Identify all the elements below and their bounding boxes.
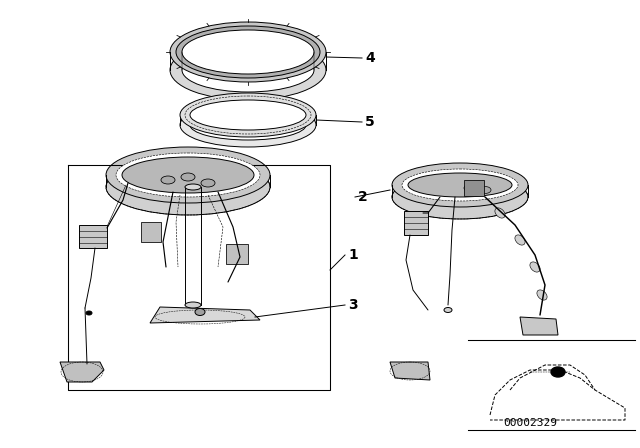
- Ellipse shape: [182, 30, 314, 74]
- PathPatch shape: [60, 362, 104, 382]
- Ellipse shape: [185, 184, 201, 190]
- Ellipse shape: [464, 185, 476, 191]
- Ellipse shape: [392, 163, 528, 207]
- Ellipse shape: [180, 93, 316, 137]
- Ellipse shape: [201, 179, 215, 187]
- Ellipse shape: [170, 40, 326, 100]
- Ellipse shape: [408, 173, 512, 197]
- Ellipse shape: [116, 153, 260, 197]
- PathPatch shape: [150, 307, 260, 323]
- Ellipse shape: [161, 176, 175, 184]
- Ellipse shape: [86, 311, 92, 315]
- Text: 00002329: 00002329: [503, 418, 557, 428]
- PathPatch shape: [79, 225, 107, 248]
- Ellipse shape: [479, 186, 491, 194]
- Ellipse shape: [190, 110, 306, 140]
- Ellipse shape: [170, 22, 326, 82]
- PathPatch shape: [520, 317, 558, 335]
- Ellipse shape: [106, 147, 270, 203]
- Text: 2: 2: [358, 190, 368, 204]
- PathPatch shape: [226, 244, 248, 264]
- Ellipse shape: [176, 26, 320, 78]
- PathPatch shape: [404, 211, 428, 235]
- Ellipse shape: [180, 103, 316, 147]
- Ellipse shape: [392, 175, 528, 219]
- Text: 4: 4: [365, 51, 375, 65]
- Ellipse shape: [551, 367, 565, 377]
- Ellipse shape: [181, 173, 195, 181]
- Ellipse shape: [190, 100, 306, 130]
- PathPatch shape: [390, 362, 430, 380]
- Ellipse shape: [530, 262, 540, 272]
- Text: 3: 3: [348, 298, 358, 312]
- Ellipse shape: [122, 157, 254, 193]
- Ellipse shape: [515, 235, 525, 245]
- Ellipse shape: [106, 159, 270, 215]
- Ellipse shape: [495, 208, 505, 218]
- Ellipse shape: [537, 290, 547, 300]
- Text: 5: 5: [365, 115, 375, 129]
- Ellipse shape: [444, 307, 452, 313]
- Text: 1: 1: [348, 248, 358, 262]
- Ellipse shape: [185, 302, 201, 308]
- Ellipse shape: [195, 309, 205, 315]
- Ellipse shape: [402, 169, 518, 201]
- PathPatch shape: [141, 222, 161, 242]
- FancyBboxPatch shape: [464, 180, 484, 196]
- Ellipse shape: [182, 48, 314, 92]
